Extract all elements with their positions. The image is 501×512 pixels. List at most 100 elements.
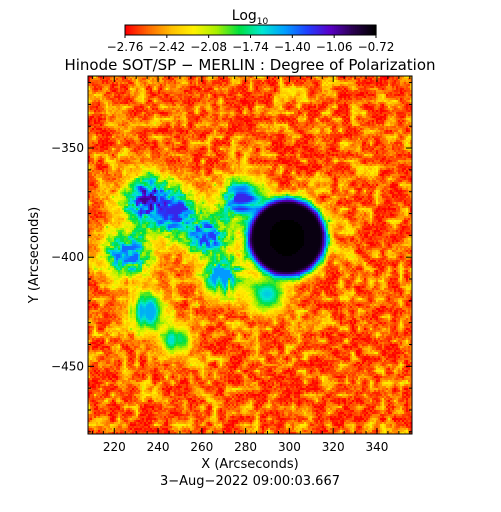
colorbar-segment (242, 25, 245, 35)
colorbar-segment (217, 25, 220, 35)
colorbar-segment (175, 25, 178, 35)
colorbar-segment (365, 25, 369, 35)
colorbar-segment (133, 25, 137, 35)
x-axis: 220 240 260 280 300 320 340 (91, 76, 411, 454)
colorbar-ticks: −2.76 −2.42 −2.08 −1.74 −1.40 −1.06 −0.72 (107, 35, 395, 54)
colorbar-segment (183, 25, 187, 35)
colorbar-segment (319, 25, 323, 35)
colorbar-segment (227, 25, 231, 35)
colorbar-segment (373, 25, 377, 35)
colorbar-segment (143, 25, 147, 35)
colorbar-segment (260, 25, 264, 35)
colorbar-segment (300, 25, 304, 35)
colorbar-segment (267, 25, 270, 35)
colorbar-segment (256, 25, 260, 35)
y-tick-label: −450 (51, 359, 84, 373)
colorbar-segment (321, 25, 325, 35)
colorbar-segment (269, 25, 273, 35)
colorbar-label-main: Log (232, 8, 257, 24)
colorbar-segment (225, 25, 229, 35)
colorbar-segment (145, 25, 149, 35)
colorbar-segment (313, 25, 316, 35)
colorbar-segment (166, 25, 170, 35)
colorbar-segment (160, 25, 164, 35)
colorbar-segment (229, 25, 233, 35)
x-tick-label: 320 (322, 440, 345, 454)
colorbar-segment (346, 25, 350, 35)
colorbar-segment (361, 25, 365, 35)
colorbar-segment (290, 25, 293, 35)
colorbar-tick-label: −0.72 (358, 40, 395, 54)
x-tick-label: 240 (147, 440, 170, 454)
colorbar-segment (329, 25, 333, 35)
colorbar-tick-label: −2.08 (190, 40, 227, 54)
colorbar-segment (359, 25, 362, 35)
colorbar-segment (357, 25, 360, 35)
colorbar-tick-label: −1.06 (316, 40, 353, 54)
colorbar-tick-label: −2.42 (148, 40, 185, 54)
y-tick-label: −400 (51, 250, 84, 264)
colorbar-segment (206, 25, 210, 35)
x-tick-label: 280 (234, 440, 257, 454)
colorbar-segment (355, 25, 358, 35)
colorbar-segment (223, 25, 226, 35)
colorbar-segment (179, 25, 183, 35)
colorbar-tick-label: −1.74 (232, 40, 269, 54)
colorbar-segment (235, 25, 239, 35)
colorbar-gradient (125, 25, 377, 35)
colorbar-segment (240, 25, 243, 35)
colorbar-segment (187, 25, 191, 35)
colorbar-segment (252, 25, 256, 35)
colorbar-segment (150, 25, 153, 35)
colorbar-segment (189, 25, 193, 35)
colorbar-segment (336, 25, 339, 35)
colorbar-segment (164, 25, 168, 35)
colorbar-segment (154, 25, 157, 35)
colorbar-segment (219, 25, 222, 35)
y-axis: −350 −400 −450 (51, 82, 412, 433)
colorbar-segment (141, 25, 145, 35)
colorbar-segment (283, 25, 287, 35)
colorbar-segment (202, 25, 206, 35)
colorbar-segment (127, 25, 130, 35)
colorbar-segment (129, 25, 132, 35)
colorbar-segment (254, 25, 258, 35)
colorbar-segment (250, 25, 254, 35)
colorbar-segment (194, 25, 197, 35)
colorbar-segment (233, 25, 237, 35)
colorbar-segment (214, 25, 218, 35)
colorbar-segment (152, 25, 155, 35)
colorbar-segment (156, 25, 160, 35)
colorbar-segment (125, 25, 128, 35)
colorbar-segment (139, 25, 143, 35)
colorbar-segment (338, 25, 342, 35)
colorbar-segment (344, 25, 348, 35)
colorbar-segment (332, 25, 335, 35)
colorbar-segment (200, 25, 203, 35)
colorbar-segment (171, 25, 174, 35)
colorbar-tick-label: −2.76 (107, 40, 144, 54)
colorbar-segment (327, 25, 331, 35)
chart-title: Hinode SOT/SP − MERLIN : Degree of Polar… (64, 56, 435, 74)
colorbar-segment (244, 25, 247, 35)
colorbar-segment (325, 25, 329, 35)
timestamp-caption: 3−Aug−2022 09:00:03.667 (160, 474, 340, 489)
colorbar-segment (296, 25, 300, 35)
colorbar-segment (302, 25, 306, 35)
colorbar-segment (348, 25, 352, 35)
colorbar-segment (173, 25, 176, 35)
colorbar-segment (317, 25, 321, 35)
colorbar-segment (304, 25, 308, 35)
colorbar-segment (350, 25, 354, 35)
heatmap-plot (87, 75, 413, 435)
colorbar-segment (221, 25, 224, 35)
x-tick-label: 260 (190, 440, 213, 454)
colorbar-segment (371, 25, 375, 35)
colorbar-segment (237, 25, 241, 35)
colorbar-segment (363, 25, 367, 35)
colorbar-segment (204, 25, 208, 35)
colorbar-segment (279, 25, 283, 35)
colorbar-segment (311, 25, 314, 35)
colorbar-segment (340, 25, 344, 35)
